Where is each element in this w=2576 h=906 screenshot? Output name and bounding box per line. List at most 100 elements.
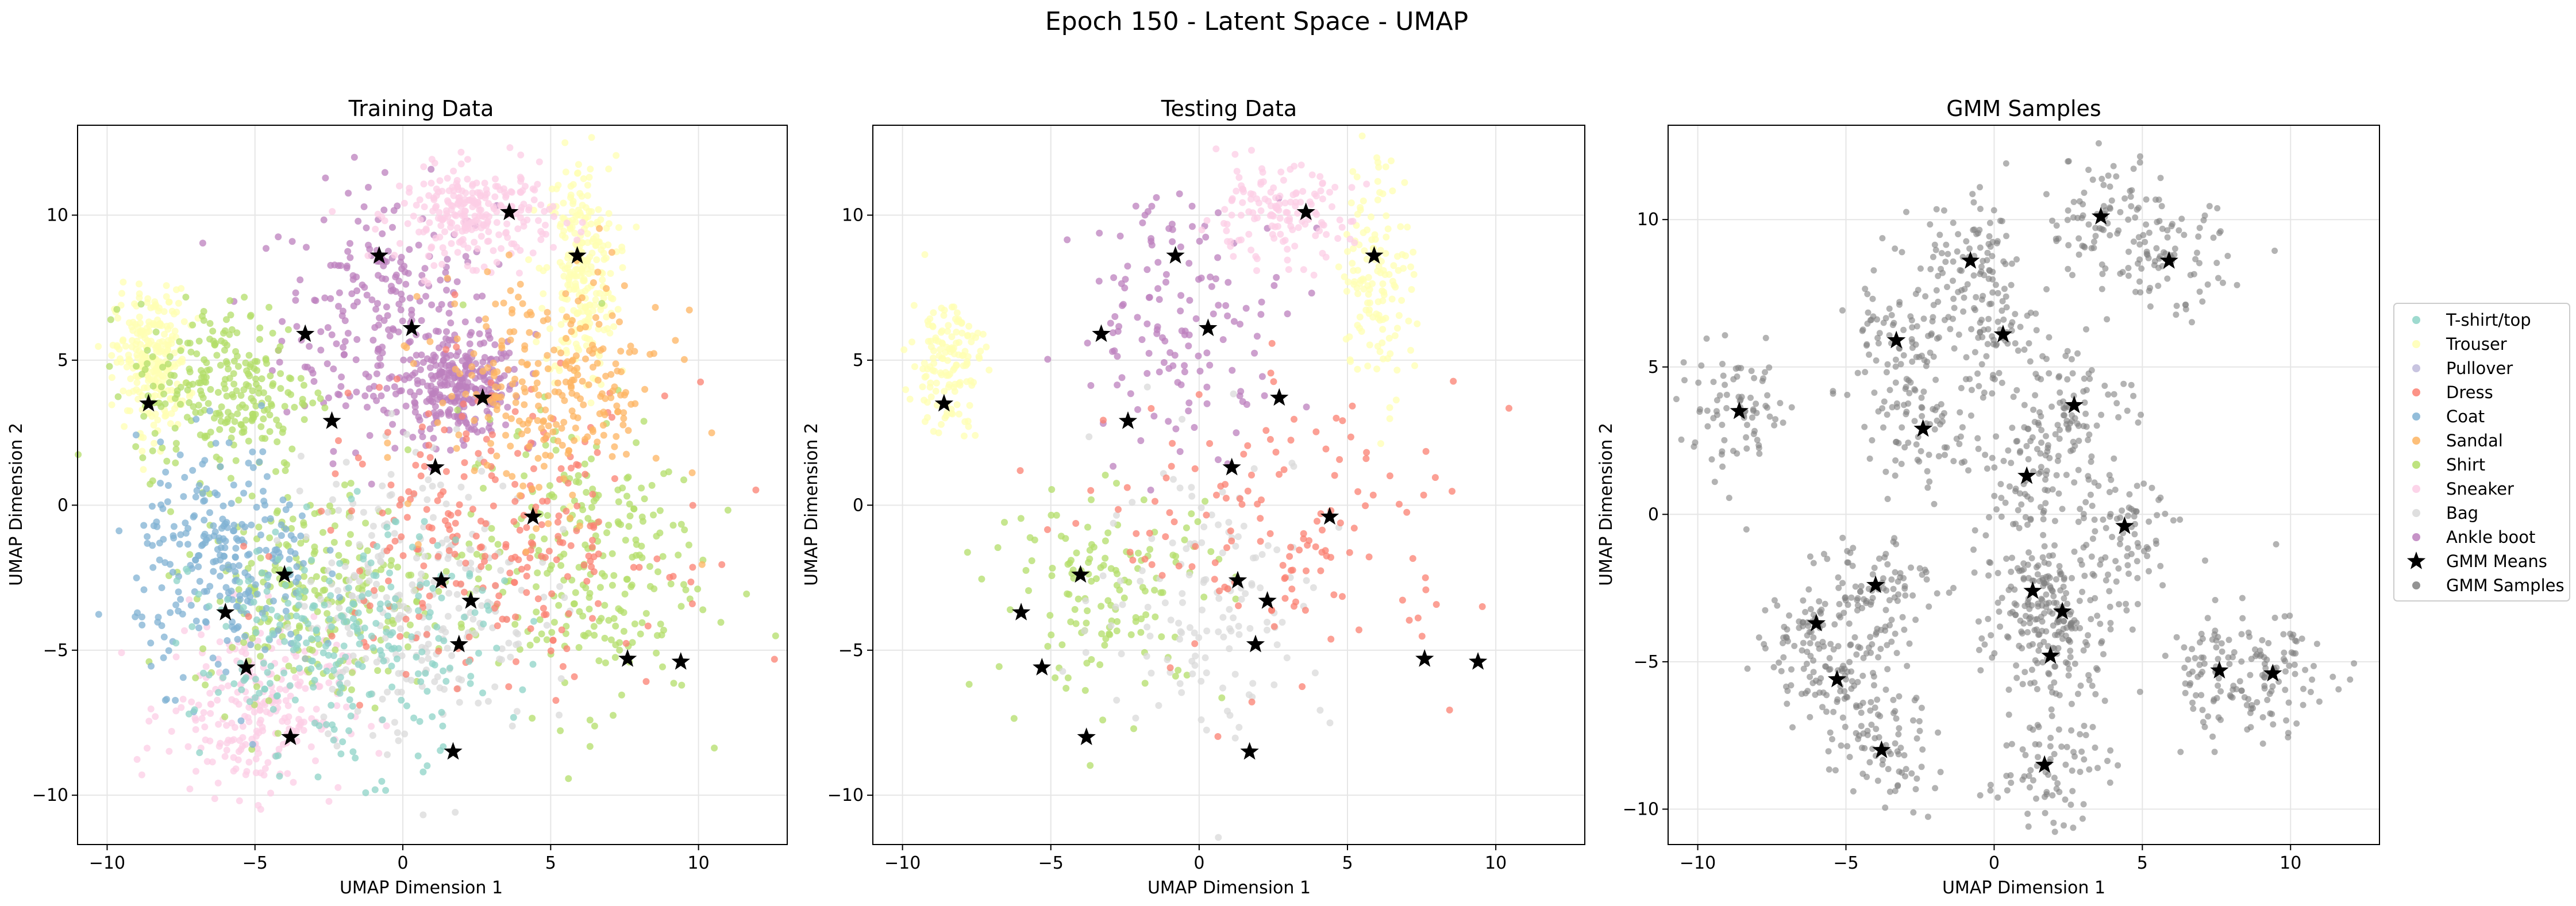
x-tick-label: 0 bbox=[1193, 853, 1204, 873]
data-point bbox=[948, 333, 956, 341]
data-point bbox=[214, 780, 222, 787]
data-point bbox=[1244, 442, 1252, 449]
data-point bbox=[277, 370, 284, 377]
data-point bbox=[200, 669, 207, 677]
data-point bbox=[382, 275, 390, 283]
data-point bbox=[144, 299, 151, 306]
data-point bbox=[330, 652, 337, 660]
data-point bbox=[268, 367, 276, 374]
data-point bbox=[910, 302, 918, 309]
data-point bbox=[440, 637, 448, 645]
data-point bbox=[438, 300, 445, 308]
data-point bbox=[1220, 633, 1227, 641]
data-point bbox=[487, 447, 495, 454]
data-point bbox=[325, 679, 333, 687]
data-point bbox=[159, 444, 166, 452]
data-point bbox=[512, 392, 519, 399]
data-point bbox=[302, 685, 309, 692]
data-point bbox=[301, 594, 308, 601]
data-point bbox=[540, 604, 547, 612]
data-point bbox=[192, 618, 200, 624]
data-point bbox=[1270, 234, 1278, 242]
data-point bbox=[317, 596, 324, 603]
data-point bbox=[207, 385, 214, 393]
data-point bbox=[559, 442, 566, 449]
data-point bbox=[1272, 449, 1280, 456]
data-point bbox=[964, 549, 971, 556]
gmm-sample-point bbox=[2151, 258, 2158, 265]
data-point bbox=[1386, 404, 1393, 411]
data-point bbox=[1326, 188, 1333, 196]
data-point bbox=[533, 379, 541, 387]
data-point bbox=[685, 541, 692, 549]
data-point bbox=[278, 521, 285, 529]
data-point bbox=[1258, 373, 1266, 380]
data-point bbox=[426, 609, 434, 616]
data-point bbox=[930, 347, 937, 354]
data-point bbox=[152, 344, 160, 352]
gmm-sample-point bbox=[2098, 286, 2105, 292]
data-point bbox=[330, 737, 337, 744]
gmm-sample-point bbox=[1862, 286, 1869, 292]
data-point bbox=[1264, 626, 1270, 634]
data-point bbox=[1195, 634, 1203, 641]
data-point bbox=[393, 655, 401, 662]
data-point bbox=[153, 375, 161, 382]
data-point bbox=[140, 586, 148, 593]
data-point bbox=[380, 406, 387, 414]
data-point bbox=[543, 264, 550, 271]
data-point bbox=[1310, 584, 1317, 591]
data-point bbox=[1186, 624, 1193, 631]
data-point bbox=[1257, 515, 1264, 522]
data-point bbox=[1059, 668, 1066, 675]
data-point bbox=[448, 240, 455, 247]
data-point bbox=[269, 630, 276, 637]
panel-title: Testing Data bbox=[1161, 96, 1297, 121]
data-point bbox=[214, 389, 222, 396]
data-point bbox=[211, 489, 219, 496]
data-point bbox=[284, 326, 292, 333]
gmm-sample-point bbox=[2069, 272, 2076, 279]
data-point bbox=[540, 436, 548, 444]
gmm-sample-point bbox=[2081, 190, 2088, 196]
data-point bbox=[534, 180, 541, 188]
data-point bbox=[448, 392, 456, 400]
data-point bbox=[1291, 415, 1297, 423]
data-point bbox=[1088, 496, 1095, 503]
gmm-sample-point bbox=[1938, 250, 1945, 257]
data-point bbox=[248, 560, 255, 567]
data-point bbox=[1358, 132, 1366, 140]
data-point bbox=[1197, 677, 1205, 685]
gmm-sample-point bbox=[1977, 271, 1984, 277]
data-point bbox=[241, 294, 248, 301]
data-point bbox=[202, 681, 209, 689]
data-point bbox=[121, 423, 128, 430]
data-point bbox=[584, 182, 591, 189]
data-point bbox=[184, 525, 192, 532]
data-point bbox=[378, 585, 386, 592]
data-point bbox=[177, 531, 184, 538]
data-point bbox=[1248, 471, 1255, 479]
data-point bbox=[1178, 689, 1185, 696]
data-point bbox=[245, 480, 252, 488]
data-point bbox=[137, 300, 145, 308]
data-point bbox=[209, 758, 216, 766]
data-point bbox=[160, 654, 167, 661]
data-point bbox=[908, 338, 915, 346]
data-point bbox=[1366, 341, 1373, 349]
data-point bbox=[177, 400, 184, 408]
gmm-sample-point bbox=[1977, 206, 1984, 213]
data-point bbox=[475, 575, 482, 583]
data-point bbox=[1219, 336, 1227, 344]
data-point bbox=[1191, 465, 1199, 472]
data-point bbox=[444, 275, 451, 282]
data-point bbox=[157, 383, 165, 391]
data-point bbox=[537, 201, 545, 209]
x-tick-label: −5 bbox=[242, 853, 268, 873]
data-point bbox=[448, 572, 456, 580]
data-point bbox=[1385, 334, 1393, 342]
data-point bbox=[326, 502, 333, 510]
data-point bbox=[393, 375, 401, 383]
data-point bbox=[465, 424, 472, 431]
data-point bbox=[339, 668, 346, 676]
